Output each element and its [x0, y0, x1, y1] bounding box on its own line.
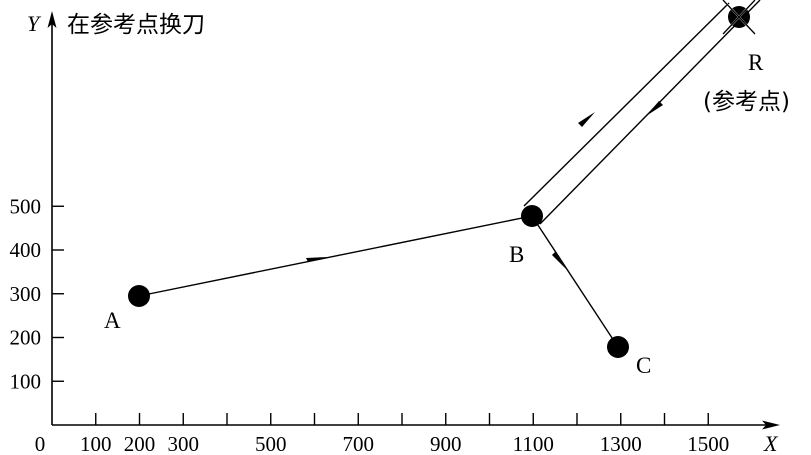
y-tick-label-400: 400: [10, 238, 42, 262]
x-axis-label: X: [763, 431, 779, 455]
y-axis-label: Y: [27, 11, 42, 36]
point-c-label: C: [636, 353, 651, 378]
x-tick-label-1100: 1100: [513, 432, 554, 455]
y-axis-arrow: [47, 11, 57, 28]
point-b-marker: [521, 205, 543, 227]
point-b-label: B: [509, 242, 524, 267]
path-b-to-c-arrow: [552, 252, 566, 269]
point-a-marker: [128, 285, 150, 307]
point-a-label: A: [104, 308, 121, 333]
point-c-marker: [607, 336, 629, 358]
x-axis-ticks: 0 100 200 300 500 700 900 1100 1300 1500: [35, 413, 729, 455]
path-b-to-r: [523, 2, 730, 207]
x-tick-label-900: 900: [430, 432, 462, 455]
path-a-to-b: [138, 215, 533, 297]
path-b-to-c: [531, 215, 619, 348]
x-tick-label-1300: 1300: [600, 432, 642, 455]
x-tick-label-300: 300: [168, 432, 200, 455]
path-a-to-b-arrow: [306, 257, 327, 262]
x-tick-label-0: 0: [35, 432, 46, 455]
point-r-sublabel: (参考点): [703, 89, 790, 115]
y-tick-label-300: 300: [10, 282, 42, 306]
y-tick-label-200: 200: [10, 326, 42, 350]
path-r-to-b-arrow: [646, 101, 663, 116]
x-tick-label-100: 100: [80, 432, 112, 455]
path-b-to-r-arrow: [578, 112, 595, 127]
x-axis-arrow: [762, 420, 780, 430]
x-tick-label-500: 500: [255, 432, 287, 455]
y-axis-ticks: 100 200 300 400 500: [10, 194, 64, 393]
y-tick-label-500: 500: [10, 194, 42, 218]
point-r-label: R: [748, 50, 764, 75]
x-tick-label-700: 700: [343, 432, 375, 455]
y-tick-label-100: 100: [10, 369, 42, 393]
x-tick-label-200: 200: [124, 432, 156, 455]
x-tick-label-1500: 1500: [687, 432, 729, 455]
reference-point-marker: [722, 0, 756, 35]
diagram-title: 在参考点换刀: [67, 12, 205, 38]
